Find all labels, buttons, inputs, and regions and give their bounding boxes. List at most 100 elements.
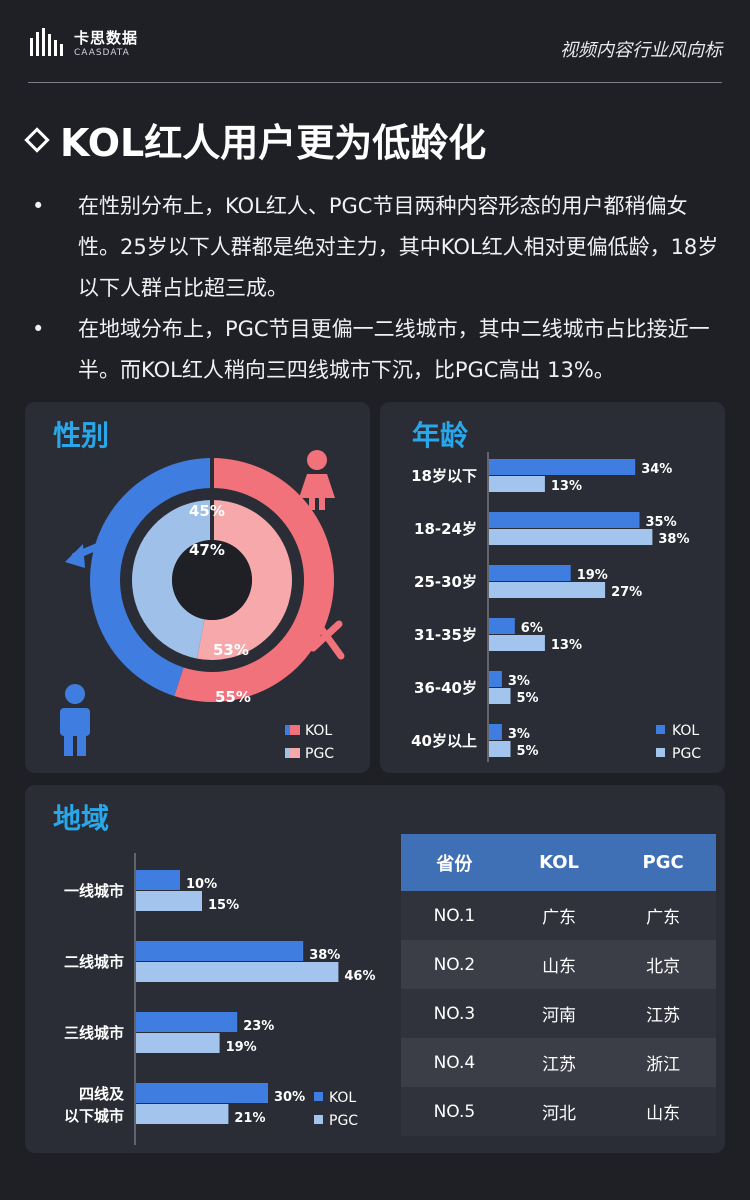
legend-pgc-label: PGC bbox=[305, 746, 334, 762]
legend-kol-label: KOL bbox=[329, 1090, 356, 1106]
bar-data-label: 30% bbox=[274, 1090, 305, 1105]
category-label: 三线城市 bbox=[64, 1024, 124, 1042]
bar-pgc bbox=[489, 476, 545, 492]
bar-data-label: 46% bbox=[344, 969, 375, 984]
category-label: 40岁以上 bbox=[411, 732, 477, 750]
donut-slice-male bbox=[90, 458, 212, 697]
bar-data-label: 34% bbox=[641, 462, 672, 477]
age-panel-title: 年龄 bbox=[412, 419, 469, 452]
bullet-item: • 在性别分布上，KOL红人、PGC节目两种内容形态的用户都稍偏女性。25岁以下… bbox=[28, 186, 728, 309]
legend-pgc-label: PGC bbox=[672, 746, 701, 762]
table-header-cell: PGC bbox=[610, 834, 716, 891]
brand-name-cn: 卡思数据 bbox=[74, 28, 139, 47]
donut-data-label: 55% bbox=[215, 688, 251, 706]
page-title-row: KOL红人用户更为低龄化 bbox=[24, 112, 486, 167]
female-symbol-icon bbox=[309, 616, 345, 660]
table-cell: NO.4 bbox=[401, 1038, 508, 1087]
region-panel-title: 地域 bbox=[53, 802, 110, 835]
donut-hole bbox=[172, 540, 252, 620]
bar-data-label: 19% bbox=[226, 1040, 257, 1055]
bar-data-label: 13% bbox=[551, 479, 582, 494]
legend-pgc-swatch bbox=[656, 748, 665, 757]
bar-data-label: 19% bbox=[577, 568, 608, 583]
donut-slice-male bbox=[131, 500, 212, 659]
table-header-cell: 省份 bbox=[401, 834, 508, 891]
bar-data-label: 38% bbox=[309, 948, 340, 963]
table-cell: NO.3 bbox=[401, 989, 508, 1038]
table-cell: 河南 bbox=[507, 989, 611, 1038]
table-cell: 江苏 bbox=[610, 989, 716, 1038]
category-label: 18岁以下 bbox=[411, 467, 477, 485]
bar-pgc bbox=[489, 688, 511, 704]
bar-data-label: 10% bbox=[186, 877, 217, 892]
table-row: NO.4 江苏 浙江 bbox=[401, 1038, 716, 1087]
bar-kol bbox=[489, 724, 502, 740]
table-cell: 浙江 bbox=[610, 1038, 716, 1087]
gender-panel: 性别 45% 47% 53% 55% KOL bbox=[25, 402, 370, 773]
legend-pgc-swatch bbox=[290, 748, 300, 758]
header-divider bbox=[28, 82, 722, 83]
category-label: 一线城市 bbox=[64, 882, 124, 900]
bar-kol bbox=[136, 941, 304, 961]
bar-data-label: 15% bbox=[208, 898, 239, 913]
male-symbol-icon bbox=[65, 536, 117, 568]
bar-data-label: 13% bbox=[551, 638, 582, 653]
bar-data-label: 23% bbox=[243, 1019, 274, 1034]
gender-panel-title: 性别 bbox=[53, 419, 110, 452]
bar-kol bbox=[489, 618, 515, 634]
summary-bullets: • 在性别分布上，KOL红人、PGC节目两种内容形态的用户都稍偏女性。25岁以下… bbox=[28, 186, 728, 391]
table-cell: NO.5 bbox=[401, 1087, 508, 1136]
bar-pgc bbox=[489, 582, 606, 598]
bar-data-label: 35% bbox=[646, 515, 677, 530]
bar-kol bbox=[136, 870, 180, 890]
bar-pgc bbox=[489, 635, 545, 651]
table-header-row: 省份 KOL PGC bbox=[401, 834, 716, 891]
bar-data-label: 3% bbox=[508, 674, 530, 689]
legend-kol-label: KOL bbox=[672, 723, 699, 739]
bar-kol bbox=[489, 459, 636, 475]
category-label: 36-40岁 bbox=[414, 679, 477, 697]
province-ranking-table: 省份 KOL PGC NO.1 广东 广东 NO.2 山东 北京 NO.3 河南 江苏 NO.4 江… bbox=[401, 834, 716, 1136]
bar-data-label: 6% bbox=[521, 621, 543, 636]
table-cell: NO.2 bbox=[401, 940, 508, 989]
table-row: NO.1 广东 广东 bbox=[401, 891, 716, 940]
donut-slice-female bbox=[197, 500, 292, 660]
bar-data-label: 5% bbox=[517, 691, 539, 706]
bullet-text: 在地域分布上，PGC节目更偏一二线城市，其中二线城市占比接近一半。而KOL红人稍… bbox=[78, 317, 710, 382]
category-label: 以下城市 bbox=[64, 1107, 124, 1125]
table-cell: NO.1 bbox=[401, 891, 508, 940]
table-cell: 北京 bbox=[610, 940, 716, 989]
legend-kol-swatch bbox=[656, 725, 665, 734]
female-person-icon bbox=[299, 450, 335, 510]
bar-kol bbox=[489, 512, 640, 528]
legend-pgc-swatch-half bbox=[285, 748, 290, 758]
bar-data-label: 5% bbox=[517, 744, 539, 759]
bar-kol bbox=[489, 565, 571, 581]
bar-data-label: 27% bbox=[611, 585, 642, 600]
bar-pgc bbox=[136, 1033, 220, 1053]
table-row: NO.3 河南 江苏 bbox=[401, 989, 716, 1038]
bar-kol bbox=[489, 671, 502, 687]
table-cell: 广东 bbox=[507, 891, 611, 940]
bar-pgc bbox=[136, 962, 339, 982]
legend-kol-swatch bbox=[290, 725, 300, 735]
bar-kol bbox=[136, 1083, 268, 1103]
donut-data-label: 47% bbox=[189, 541, 225, 559]
age-bar-chart: 18岁以下 34% 13% 18-24岁 35% 38% 25-30岁 19%27% 31-35… bbox=[411, 452, 701, 762]
bullet-text: 在性别分布上，KOL红人、PGC节目两种内容形态的用户都稍偏女性。25岁以下人群… bbox=[78, 194, 719, 300]
brand-logo: 卡思数据 CAASDATA bbox=[28, 26, 138, 58]
diamond-icon bbox=[24, 126, 50, 153]
legend-pgc-label: PGC bbox=[329, 1113, 358, 1129]
table-cell: 山东 bbox=[610, 1087, 716, 1136]
brand-name-en: CAASDATA bbox=[74, 47, 130, 58]
bullet-item: • 在地域分布上，PGC节目更偏一二线城市，其中二线城市占比接近一半。而KOL红… bbox=[28, 309, 728, 391]
bar-pgc bbox=[489, 741, 511, 757]
age-panel: 年龄 18岁以下 34% 13% 18-24岁 35% 38% 25-30岁 19% 27% 31… bbox=[380, 402, 725, 773]
brand-logo-mark-icon bbox=[30, 28, 63, 56]
donut-data-label: 53% bbox=[213, 641, 249, 659]
donut-slice-female bbox=[174, 458, 334, 702]
bar-pgc bbox=[136, 891, 202, 911]
table-row: NO.5 河北 山东 bbox=[401, 1087, 716, 1136]
bar-data-label: 3% bbox=[508, 727, 530, 742]
